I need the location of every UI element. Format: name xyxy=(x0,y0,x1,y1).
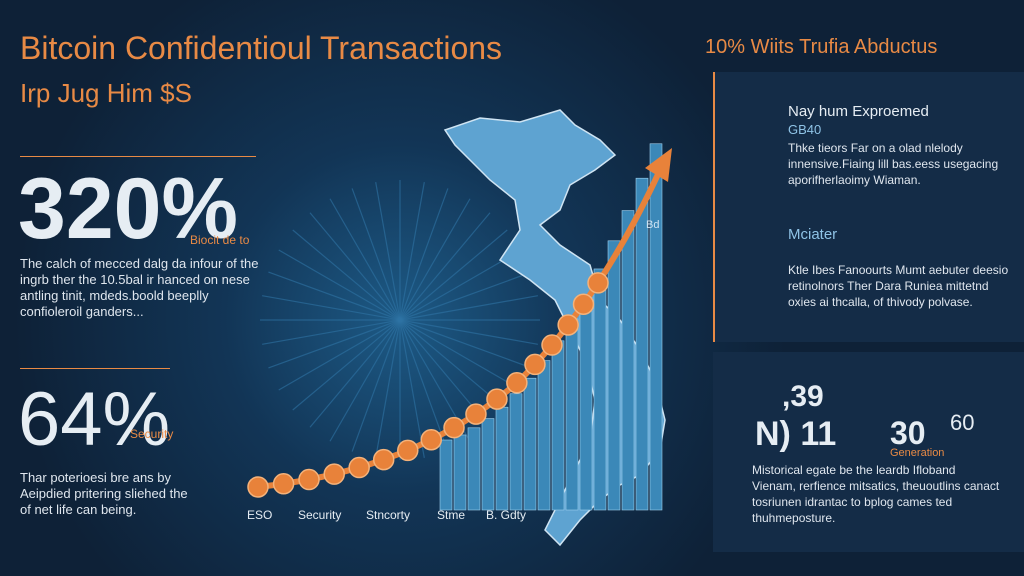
bar xyxy=(467,427,481,511)
item-text: Thke tieors Far on a olad nlelody innens… xyxy=(788,141,999,187)
stat-value: ,39 xyxy=(782,380,824,413)
bar xyxy=(453,434,467,511)
sunburst xyxy=(260,180,540,460)
ray xyxy=(375,182,401,321)
bar xyxy=(635,177,649,511)
item-subtitle: GB40 xyxy=(788,122,822,137)
dot xyxy=(298,468,320,491)
ray xyxy=(399,212,491,321)
subtitle: Irp Jug Him $S xyxy=(20,78,192,108)
dot xyxy=(443,416,465,439)
ray xyxy=(399,295,538,321)
ray xyxy=(262,319,401,345)
dot xyxy=(348,456,370,479)
dot xyxy=(572,293,595,315)
panel-title: 10% Wiits Trufia Abductus xyxy=(705,36,938,58)
ray xyxy=(268,271,401,321)
ray xyxy=(268,319,401,369)
bar xyxy=(579,294,593,511)
ray xyxy=(399,198,471,321)
panel xyxy=(713,72,1024,342)
ray xyxy=(278,319,401,391)
ray xyxy=(399,182,425,321)
x-label: ESO xyxy=(247,508,273,522)
stat-text: Mistorical egate be the leardb Ifloband … xyxy=(752,463,1000,525)
ray xyxy=(399,229,508,321)
dot xyxy=(272,473,295,495)
ray xyxy=(351,188,401,321)
ray xyxy=(292,229,401,321)
panel xyxy=(713,352,1024,552)
x-label: Security xyxy=(298,508,342,522)
stat-label: Biocit de to xyxy=(190,233,250,247)
item-title: Nay hum Exproemed xyxy=(788,103,929,120)
x-label: Stme xyxy=(437,508,466,522)
title: Bitcoin Confidentioul Transactions xyxy=(20,30,503,66)
ray xyxy=(399,319,532,369)
ray xyxy=(399,319,522,391)
ray xyxy=(375,319,401,458)
stat-value: 320% xyxy=(18,161,238,257)
ray xyxy=(399,271,532,321)
bar-label: Bd xyxy=(646,219,659,231)
stat-value: 60 xyxy=(950,410,975,435)
ray xyxy=(399,319,538,345)
ray xyxy=(278,249,401,321)
dot xyxy=(465,403,487,425)
ray xyxy=(399,319,449,452)
dot xyxy=(541,334,563,356)
dot xyxy=(524,353,546,376)
ray xyxy=(399,319,425,458)
dot xyxy=(587,272,609,294)
bars xyxy=(439,143,663,511)
dot xyxy=(397,439,419,462)
stat-text: The calch of mecced dalg da infour of th… xyxy=(20,256,259,319)
x-label: B. Gdty xyxy=(486,508,527,522)
dots xyxy=(247,272,609,498)
arrow-head xyxy=(645,148,672,182)
dot xyxy=(372,448,395,471)
dot xyxy=(506,372,528,394)
dot xyxy=(323,463,345,485)
dot xyxy=(557,314,579,336)
divider xyxy=(20,156,256,157)
bar xyxy=(523,377,537,511)
stat-text: Thar poterioesi bre ans by Aeipdied prit… xyxy=(20,470,188,517)
bar xyxy=(537,360,551,511)
bar xyxy=(495,406,509,511)
ray xyxy=(399,188,449,321)
item-title: Mciater xyxy=(788,226,838,243)
stat-value: 64% xyxy=(18,377,171,462)
stat-label: Security xyxy=(130,427,174,441)
bar xyxy=(509,393,523,511)
stat-value: 30 xyxy=(890,415,926,451)
bar xyxy=(649,143,663,511)
ray xyxy=(292,319,401,411)
x-label: Stncorty xyxy=(366,508,411,522)
bar xyxy=(565,318,579,511)
ray xyxy=(309,319,401,428)
ray xyxy=(329,198,401,321)
dot xyxy=(247,476,269,498)
item-text: Ktle Ibes Fanoourts Mumt aebuter deesio … xyxy=(788,263,1009,309)
dot xyxy=(420,428,443,451)
ray xyxy=(399,249,522,321)
dot xyxy=(486,388,508,410)
bar xyxy=(607,240,621,511)
divider xyxy=(20,368,170,369)
ray xyxy=(329,319,401,442)
bar xyxy=(621,210,635,511)
bar xyxy=(551,340,565,511)
bar xyxy=(481,418,495,511)
stat-value: N) 11 xyxy=(755,415,837,453)
ray xyxy=(351,319,401,452)
ray xyxy=(309,212,401,321)
ray xyxy=(262,295,401,321)
bar xyxy=(593,268,607,511)
bar xyxy=(439,439,453,511)
stat-label: Generation xyxy=(890,447,945,459)
